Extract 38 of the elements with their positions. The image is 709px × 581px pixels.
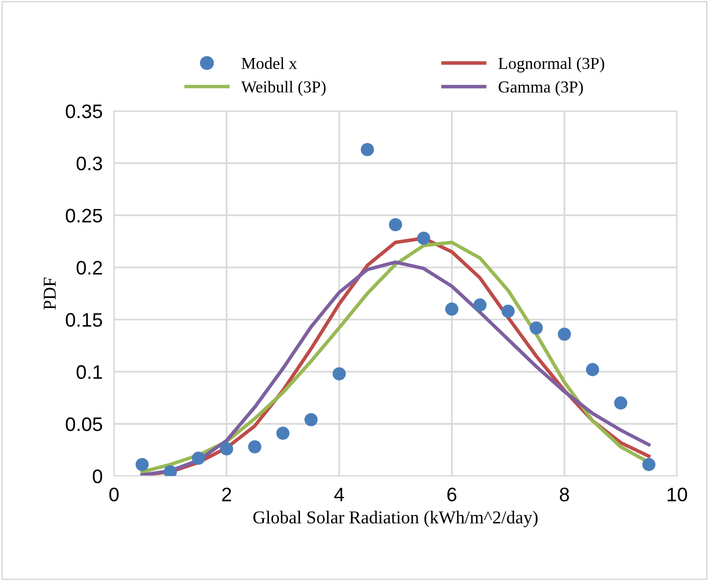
point bbox=[304, 413, 318, 426]
y-tick-label: 0.25 bbox=[66, 208, 102, 223]
point bbox=[332, 367, 346, 380]
point bbox=[220, 442, 234, 456]
legend-label: Lognormal (3P) bbox=[498, 57, 604, 72]
point bbox=[388, 218, 402, 232]
legend-label: Model x bbox=[242, 57, 297, 70]
y-tick-label: 0.15 bbox=[66, 313, 102, 327]
y-tick-label: 0.3 bbox=[76, 156, 102, 170]
x-axis-title: Global Solar Radiation (kWh/m^2/day) bbox=[253, 510, 538, 528]
point bbox=[248, 440, 262, 454]
point bbox=[502, 304, 515, 318]
point bbox=[558, 328, 571, 341]
x-tick-label: 8 bbox=[560, 488, 569, 502]
point bbox=[586, 363, 600, 376]
y-tick-label: 0 bbox=[92, 469, 102, 484]
point bbox=[530, 321, 543, 334]
y-tick-label: 0.35 bbox=[66, 104, 102, 118]
point bbox=[445, 302, 458, 316]
legend-label: Weibull (3P) bbox=[241, 80, 326, 96]
y-tick-label: 0.2 bbox=[76, 260, 102, 275]
y-tick-label: 0.05 bbox=[66, 417, 102, 432]
y-axis-title: PDF bbox=[44, 278, 56, 310]
x-tick-label: 10 bbox=[668, 488, 688, 502]
y-tick-label: 0.1 bbox=[76, 365, 102, 379]
x-tick-label: 6 bbox=[447, 488, 456, 502]
point bbox=[417, 232, 430, 245]
point bbox=[473, 298, 487, 312]
point bbox=[614, 396, 628, 410]
legend-label: Gamma (3P) bbox=[498, 80, 583, 96]
x-tick-label: 4 bbox=[334, 488, 344, 502]
point bbox=[276, 426, 290, 440]
point bbox=[642, 458, 656, 472]
point bbox=[192, 452, 206, 465]
x-tick-label: 2 bbox=[222, 488, 232, 502]
point bbox=[136, 458, 149, 472]
point bbox=[360, 143, 374, 156]
x-tick-label: 0 bbox=[109, 488, 119, 502]
